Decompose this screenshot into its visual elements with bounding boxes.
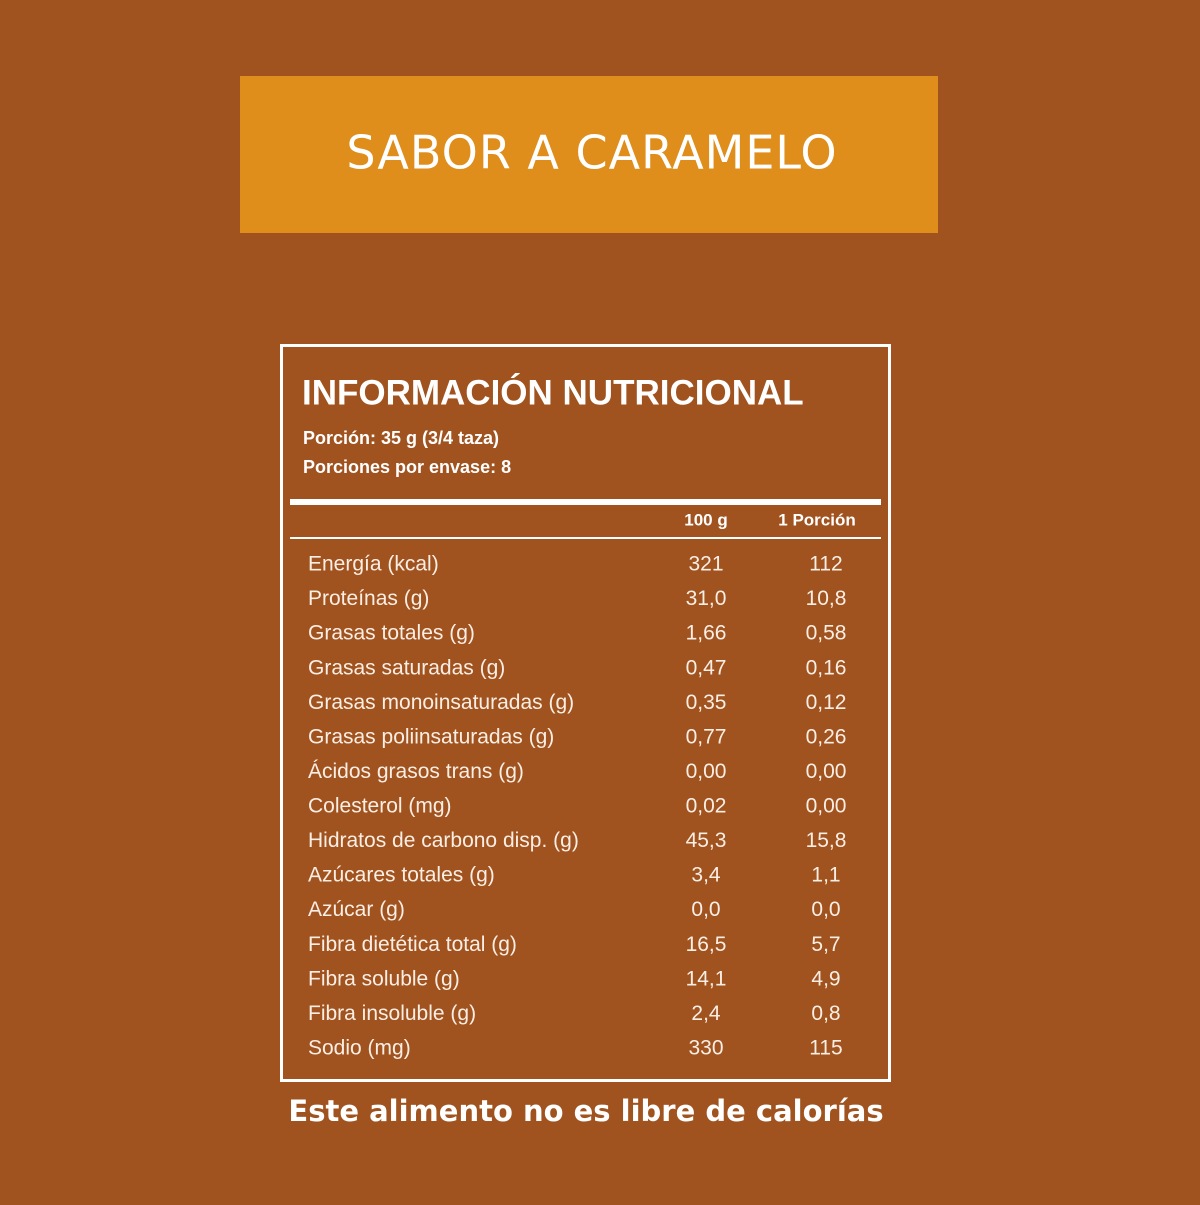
value-100g: 0,02 (686, 795, 727, 818)
nutrient-name: Fibra insoluble (g) (308, 1002, 476, 1025)
value-100g: 14,1 (686, 967, 727, 990)
nutrient-name: Grasas monoinsaturadas (g) (308, 691, 574, 714)
value-100g: 1,66 (686, 622, 727, 645)
value-portion: 0,8 (811, 1002, 840, 1025)
nutrient-name: Energía (kcal) (308, 553, 439, 576)
banner-title: SABOR A CARAMELO (346, 126, 837, 180)
value-100g: 0,77 (686, 725, 727, 748)
value-portion: 115 (809, 1037, 842, 1060)
value-portion: 0,0 (811, 898, 840, 921)
value-portion: 1,1 (811, 864, 840, 887)
nutrient-name: Grasas totales (g) (308, 622, 475, 645)
value-portion: 4,9 (811, 967, 840, 990)
value-100g: 0,35 (686, 691, 727, 714)
value-100g: 16,5 (686, 933, 727, 956)
serving: Porción: 35 g (3/4 taza) (303, 428, 499, 448)
value-portion: 0,12 (806, 691, 847, 714)
value-portion: 5,7 (811, 933, 840, 956)
nutrient-name: Fibra dietética total (g) (308, 933, 517, 956)
value-portion: 0,00 (806, 795, 847, 818)
table-border (280, 344, 891, 1082)
nutrient-name: Colesterol (mg) (308, 795, 452, 818)
banner (240, 76, 938, 233)
value-100g: 2,4 (691, 1002, 721, 1025)
value-100g: 330 (688, 1037, 723, 1060)
value-portion: 0,00 (806, 760, 847, 783)
value-portion: 10,8 (806, 587, 847, 610)
column-header: 1 Porción (778, 510, 855, 529)
servings-per-container: Porciones por envase: 8 (303, 457, 511, 477)
table-title: INFORMACIÓN NUTRICIONAL (302, 372, 804, 412)
nutrient-name: Sodio (mg) (308, 1037, 411, 1060)
nutrient-name: Ácidos grasos trans (g) (308, 760, 524, 783)
column-header: 100 g (684, 510, 727, 529)
value-100g: 321 (688, 553, 723, 576)
footer: Este alimento no es libre de calorías (288, 1094, 883, 1128)
value-portion: 0,26 (806, 725, 847, 748)
value-100g: 45,3 (686, 829, 727, 852)
value-portion: 0,58 (806, 622, 847, 645)
nutrient-name: Hidratos de carbono disp. (g) (308, 829, 579, 852)
value-portion: 15,8 (806, 829, 847, 852)
nutrient-name: Fibra soluble (g) (308, 967, 460, 990)
value-100g: 0,0 (691, 898, 720, 921)
value-portion: 112 (809, 553, 842, 576)
value-100g: 0,47 (686, 656, 727, 679)
value-portion: 0,16 (806, 656, 847, 679)
nutrient-name: Azúcar (g) (308, 898, 405, 921)
nutrient-name: Grasas poliinsaturadas (g) (308, 725, 554, 748)
value-100g: 3,4 (691, 864, 721, 887)
value-100g: 0,00 (686, 760, 727, 783)
value-100g: 31,0 (686, 587, 727, 610)
nutrient-name: Grasas saturadas (g) (308, 656, 505, 679)
nutrient-name: Proteínas (g) (308, 587, 429, 610)
nutrient-name: Azúcares totales (g) (308, 864, 495, 887)
